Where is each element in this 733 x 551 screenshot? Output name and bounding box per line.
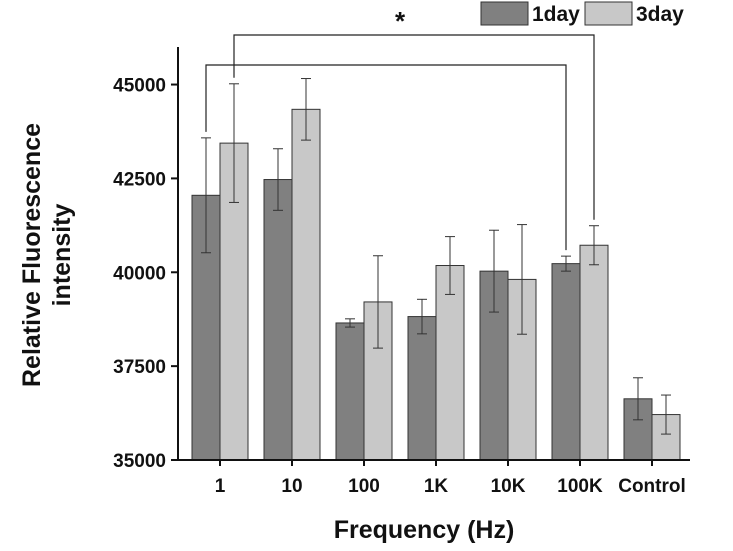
significance-bracket <box>233 34 595 220</box>
legend-label-3day: 3day <box>636 3 684 26</box>
y-tick-label: 40000 <box>113 263 166 284</box>
x-tick-label: 100K <box>557 476 603 497</box>
y-axis-label-line-2: intensity <box>48 204 76 307</box>
y-tick-label: 45000 <box>113 76 166 97</box>
x-tick-label: 10 <box>281 476 302 497</box>
x-tick-label: 100 <box>348 476 380 497</box>
legend-label-1day: 1day <box>532 3 580 26</box>
bar-1day-100K <box>551 263 581 461</box>
bar-1day-1K <box>407 316 437 461</box>
bar-1day-100 <box>335 322 365 461</box>
x-axis-label: Frequency (Hz) <box>334 516 515 544</box>
x-axis-ticks: 1 10 100 1K 10K 100K Control <box>215 460 686 497</box>
x-tick-label: 10K <box>491 476 526 497</box>
bar-3day-10 <box>291 108 321 461</box>
legend-swatch-1day <box>480 1 529 26</box>
plot-area <box>191 108 681 461</box>
significance-bracket <box>205 64 567 251</box>
y-axis-label-line-1: Relative Fluorescence <box>18 123 46 387</box>
y-tick-label: 42500 <box>113 169 166 190</box>
significance-brackets: * <box>205 6 595 251</box>
y-tick-label: 35000 <box>113 451 166 472</box>
bar-1day-10 <box>263 179 293 461</box>
legend-swatch-3day <box>584 1 633 26</box>
error-bars <box>201 78 671 435</box>
y-axis-ticks: 35000 37500 40000 42500 45000 <box>113 76 178 472</box>
bar-3day-1 <box>219 142 249 461</box>
x-tick-label: 1 <box>215 476 226 497</box>
legend: 1day 3day <box>480 1 684 26</box>
x-tick-label: 1K <box>424 476 449 497</box>
bar-3day-100K <box>579 244 609 461</box>
significance-star: * <box>395 6 406 36</box>
y-tick-label: 37500 <box>113 357 166 378</box>
x-tick-label: Control <box>618 476 686 497</box>
bar-3day-1K <box>435 265 465 461</box>
